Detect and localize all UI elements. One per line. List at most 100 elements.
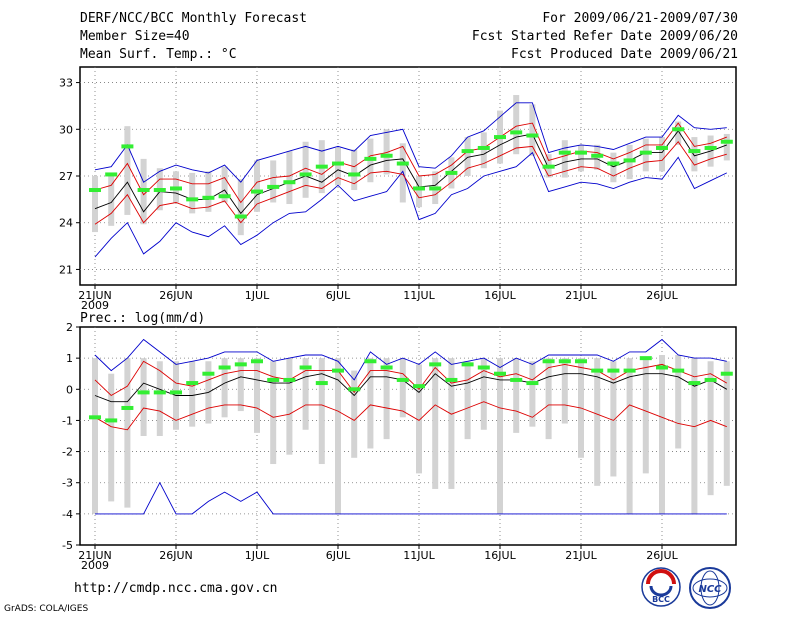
y-tick-label: 21 <box>59 263 73 276</box>
x-tick-label: 16JUL <box>484 549 516 562</box>
observed-marker <box>445 377 458 382</box>
ensemble-box <box>92 358 98 514</box>
observed-marker <box>267 377 280 382</box>
observed-marker <box>542 164 555 169</box>
bcc-logo-text: BCC <box>652 595 670 604</box>
website-url[interactable]: http://cmdp.ncc.cma.gov.cn <box>74 581 278 596</box>
ensemble-box <box>561 140 568 178</box>
observed-marker <box>396 377 409 382</box>
observed-marker <box>575 359 587 364</box>
observed-marker <box>720 139 733 144</box>
minus-sigma-line <box>94 140 727 225</box>
ensemble-box <box>723 361 730 486</box>
plus-sigma-line <box>94 122 727 204</box>
y-tick-label: 24 <box>59 217 73 230</box>
observed-marker <box>170 390 182 395</box>
ensemble-box <box>286 151 293 205</box>
ensemble-box <box>707 361 714 496</box>
y-tick-label: -5 <box>62 539 73 552</box>
ensemble-box <box>335 147 341 186</box>
min-line <box>94 102 727 183</box>
ensemble-box <box>254 160 260 212</box>
ensemble-box <box>529 104 536 156</box>
observed-marker <box>251 359 263 364</box>
x-tick-label: 21JUN <box>78 549 112 562</box>
observed-marker <box>558 150 571 155</box>
ensemble-box <box>108 172 115 226</box>
grads-credit: GrADS: COLA/IGES <box>4 604 89 614</box>
ensemble-box <box>642 358 649 474</box>
minus-sigma-line <box>94 401 727 431</box>
observed-marker <box>153 390 166 395</box>
y-tick-label: 2 <box>66 321 73 334</box>
observed-marker <box>315 164 328 169</box>
observed-marker <box>542 359 555 364</box>
observed-marker <box>510 130 523 135</box>
ensemble-box <box>221 166 228 203</box>
observed-marker <box>234 214 247 219</box>
ensemble-box <box>691 358 698 514</box>
ensemble-box <box>302 358 309 430</box>
ensemble-box <box>594 358 601 486</box>
ensemble-box <box>675 355 682 449</box>
y-tick-label: 0 <box>66 383 73 396</box>
ensemble-mean-line <box>94 373 728 403</box>
observed-marker <box>202 195 215 200</box>
observed-marker <box>218 194 231 199</box>
ensemble-box <box>140 358 147 436</box>
ncc-logo-text: NCC <box>698 584 722 595</box>
ensemble-box <box>92 176 98 233</box>
observed-marker <box>121 144 134 149</box>
observed-marker <box>720 371 733 376</box>
x-tick-label: 16JUL <box>484 289 516 302</box>
observed-marker <box>153 188 166 193</box>
ensemble-box <box>416 176 422 208</box>
observed-marker <box>137 390 150 395</box>
forecast-produced-date: Fcst Produced Date 2009/06/21 <box>511 47 738 62</box>
ensemble-box <box>723 133 730 161</box>
ensemble-box <box>448 358 455 489</box>
x-tick-label: 1JUL <box>245 289 270 302</box>
observed-marker <box>688 381 701 386</box>
observed-marker <box>348 387 361 392</box>
observed-marker <box>575 150 587 155</box>
y-tick-label: 33 <box>59 77 73 90</box>
ensemble-box <box>480 132 487 169</box>
observed-marker <box>477 145 490 150</box>
observed-marker <box>413 186 425 191</box>
observed-marker <box>396 161 409 166</box>
ensemble-box <box>675 121 682 145</box>
x-tick-label: 6JUL <box>326 549 351 562</box>
observed-marker <box>445 170 458 175</box>
ensemble-box <box>416 364 422 474</box>
observed-marker <box>688 149 701 154</box>
ensemble-box <box>383 129 390 175</box>
observed-marker <box>672 368 685 373</box>
observed-marker <box>704 145 717 150</box>
observed-marker <box>591 153 604 158</box>
ensemble-box <box>205 171 212 212</box>
observed-marker <box>639 356 652 361</box>
observed-marker <box>558 359 571 364</box>
observed-marker <box>234 362 247 367</box>
x-year-label: 2009 <box>81 559 109 572</box>
x-tick-label: 6JUL <box>326 289 351 302</box>
ensemble-box <box>221 358 228 418</box>
ensemble-box <box>691 137 698 172</box>
ensemble-box <box>270 361 277 465</box>
x-tick-label: 11JUL <box>403 549 435 562</box>
observed-marker <box>299 365 312 370</box>
x-tick-label: 21JUL <box>565 549 597 562</box>
plus-sigma-line <box>94 360 728 397</box>
observed-marker <box>137 188 150 193</box>
ensemble-box <box>464 361 471 440</box>
observed-marker <box>364 156 377 161</box>
x-tick-label: 11JUL <box>403 289 435 302</box>
observed-marker <box>218 365 231 370</box>
precipitation-panel: -5 -4 -3 -2 -1 0 1 2 21JUN 26JUN 1JUL 6JUL 11JUL 16JU… <box>62 311 737 572</box>
temperature-panel: 21 24 27 30 33 21JUN 26JUN 1JUL 6JUL 11JUL 16JUL 21… <box>59 66 737 312</box>
observed-marker <box>461 149 474 154</box>
variable-label: Mean Surf. Temp.: °C <box>80 47 237 62</box>
ensemble-box <box>383 358 390 440</box>
